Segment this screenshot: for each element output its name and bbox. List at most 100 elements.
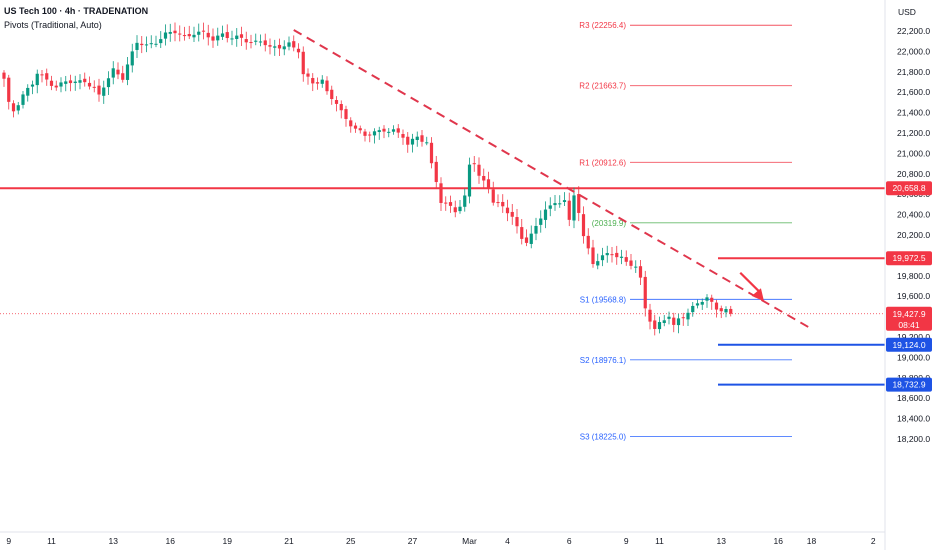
candle-body xyxy=(2,72,6,79)
candle-body xyxy=(657,322,662,330)
price-tag-label: 20,658.8 xyxy=(892,183,925,193)
candle-body xyxy=(586,235,590,249)
time-tick-label: 13 xyxy=(717,536,727,546)
candle-body xyxy=(553,203,557,206)
candle-body xyxy=(415,136,419,140)
candle-body xyxy=(539,218,543,225)
candle-body xyxy=(653,320,657,329)
candle-body xyxy=(173,30,177,34)
candle-body xyxy=(244,39,248,43)
candle-body xyxy=(292,41,296,48)
candle-body xyxy=(130,51,134,66)
chart-title: US Tech 100 · 4h · TRADENATION xyxy=(4,6,149,16)
candle-body xyxy=(239,34,244,38)
candle-body xyxy=(567,200,571,220)
candle-body xyxy=(182,35,187,37)
time-tick-label: 21 xyxy=(284,536,294,546)
candle-body xyxy=(306,73,310,77)
candle-body xyxy=(363,131,367,136)
candle-body xyxy=(201,30,206,32)
candle-body xyxy=(106,78,111,88)
candle-body xyxy=(111,68,115,78)
time-tick-label: 4 xyxy=(505,536,510,546)
candle-body xyxy=(68,80,73,84)
price-tick-label: 19,800.0 xyxy=(897,271,930,281)
trendline[interactable] xyxy=(293,29,812,330)
currency-label[interactable]: USD xyxy=(898,7,916,17)
candle-body xyxy=(282,46,286,50)
candle-body xyxy=(467,164,472,197)
pivot-label-r3: R3 (22256.4) xyxy=(579,21,626,30)
candle-body xyxy=(30,84,35,87)
candle-body xyxy=(453,207,457,213)
candle-body xyxy=(558,203,562,205)
candle-body xyxy=(458,206,462,212)
candle-body xyxy=(7,77,11,102)
candle-body xyxy=(154,43,158,45)
candle-body xyxy=(686,312,690,320)
time-tick-label: 16 xyxy=(166,536,176,546)
time-tick-label: 19 xyxy=(223,536,233,546)
indicator-legend[interactable]: Pivots (Traditional, Auto) xyxy=(4,20,102,30)
price-tag xyxy=(886,377,932,392)
candle-body xyxy=(401,134,405,138)
candle-body xyxy=(691,305,695,313)
pivot-label-r1: R1 (20912.6) xyxy=(579,158,626,167)
last-price-tag xyxy=(886,306,932,331)
candle-body xyxy=(87,82,92,87)
candle-body xyxy=(216,35,220,41)
time-tick-label: 2 xyxy=(871,536,876,546)
time-tick-label: 18 xyxy=(807,536,817,546)
candle-body xyxy=(92,86,96,88)
candle-body xyxy=(311,78,315,84)
pivots-layer: R3 (22256.4) R2 (21663.7) R1 (20912.6) (203… xyxy=(579,21,792,441)
arrow-shaft[interactable] xyxy=(739,271,762,295)
time-tick-label: 9 xyxy=(624,536,629,546)
candle-body xyxy=(529,233,533,244)
arrow-head[interactable] xyxy=(751,288,764,302)
drawings-layer xyxy=(293,29,812,330)
candle-body xyxy=(410,138,415,145)
candle-body xyxy=(168,31,172,34)
price-tag xyxy=(886,251,932,266)
price-tick-label: 22,200.0 xyxy=(897,26,930,36)
candle-body xyxy=(121,73,125,80)
price-tick-label: 19,200.0 xyxy=(897,332,930,342)
candle-body xyxy=(548,205,552,209)
candle-body xyxy=(263,40,267,46)
candle-body xyxy=(187,34,191,37)
candle-body xyxy=(729,308,733,314)
last-price-label: 19,427.9 xyxy=(892,309,925,319)
candle-body xyxy=(159,39,163,44)
time-tick-label: 11 xyxy=(47,536,56,546)
candle-body xyxy=(83,78,87,83)
candle-body xyxy=(54,85,58,88)
candle-body xyxy=(144,44,149,46)
candle-body xyxy=(705,297,709,301)
price-tag-label: 19,124.0 xyxy=(892,340,925,350)
candle-body xyxy=(330,89,334,100)
candle-body xyxy=(197,31,201,35)
time-tick-label: 9 xyxy=(6,536,11,546)
candle-body xyxy=(206,32,210,38)
candle-body xyxy=(643,276,647,309)
candle-body xyxy=(482,176,486,181)
candle-body xyxy=(26,87,30,96)
candle-body xyxy=(676,318,681,326)
candle-body xyxy=(591,247,595,265)
candle-body xyxy=(40,74,44,76)
candle-body xyxy=(225,32,229,39)
candle-body xyxy=(600,255,605,261)
candle-body xyxy=(714,302,719,310)
candle-body xyxy=(619,256,624,258)
candle-body xyxy=(277,44,282,49)
price-tick-label: 18,200.0 xyxy=(897,434,930,444)
candle-body xyxy=(178,33,182,35)
candle-body xyxy=(235,35,239,39)
candle-body xyxy=(78,80,82,83)
candle-body xyxy=(296,48,301,53)
candle-body xyxy=(102,87,106,96)
candle-body xyxy=(700,301,704,305)
candle-body xyxy=(505,207,510,214)
